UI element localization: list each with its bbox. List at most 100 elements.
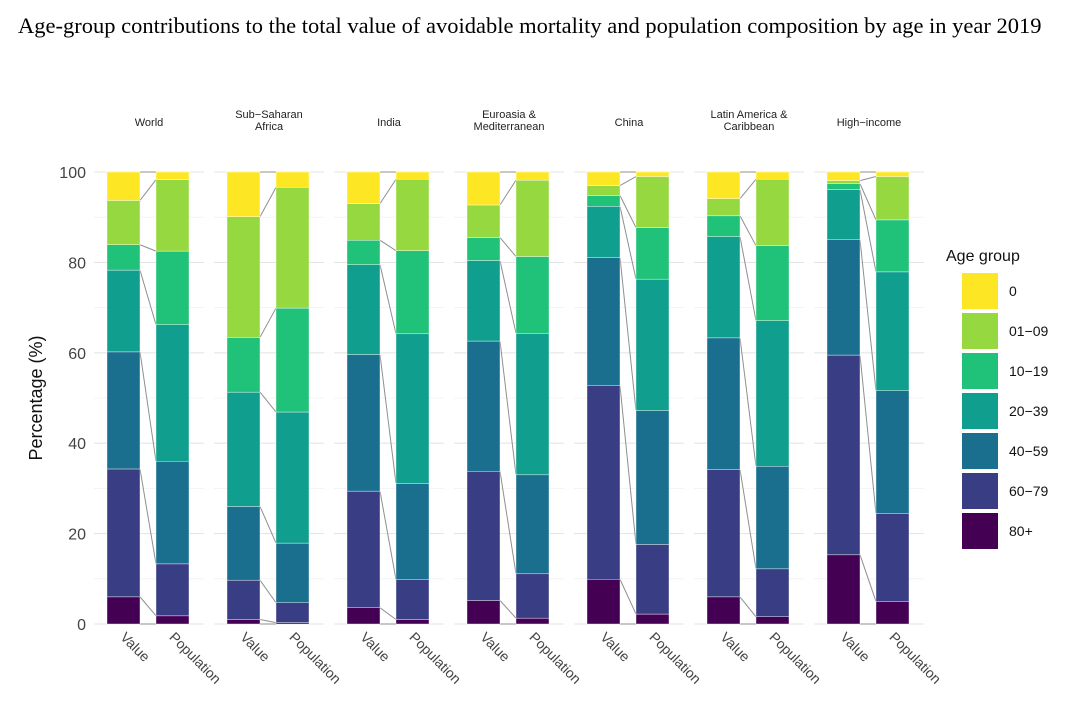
bar-segment-0 <box>826 171 861 181</box>
bar-segment-20−39 <box>395 333 430 484</box>
facet-label: India <box>377 117 402 129</box>
bar-segment-20−39 <box>875 271 910 391</box>
connector-line <box>739 178 757 199</box>
bar-segment-20−39 <box>586 206 621 258</box>
bar-segment-0 <box>755 171 790 180</box>
bar-segment-01−09 <box>515 179 550 257</box>
x-tick-label: Population <box>286 629 344 687</box>
bar-segment-10−19 <box>755 245 790 321</box>
facet-label: World <box>135 117 164 129</box>
y-tick-label: 60 <box>68 346 86 363</box>
bar-segment-80+ <box>706 596 741 625</box>
bar-segment-20−39 <box>826 189 861 241</box>
connector-line <box>619 257 637 411</box>
bar-segment-20−39 <box>635 278 670 411</box>
x-tick-label: Value <box>117 629 153 665</box>
bar-segment-80+ <box>106 596 141 625</box>
legend-swatch <box>962 513 998 549</box>
bar-segment-0 <box>706 171 741 199</box>
connector-line <box>259 506 277 544</box>
bar-segment-60−79 <box>515 573 550 619</box>
connector-line <box>379 607 397 620</box>
bar-segment-60−79 <box>466 471 501 601</box>
bar-segment-60−79 <box>395 579 430 620</box>
connector-line <box>499 600 517 619</box>
legend-label: 80+ <box>1009 523 1033 539</box>
bar-segment-01−09 <box>706 198 741 217</box>
x-tick-label: Value <box>477 629 513 665</box>
connector-line <box>859 554 877 602</box>
legend-title: Age group <box>946 248 1020 265</box>
connector-line <box>499 471 517 574</box>
bar-segment-40−59 <box>515 474 550 575</box>
bar-segment-80+ <box>586 579 621 625</box>
x-tick-label: Value <box>597 629 633 665</box>
facet-label: Euroasia & Mediterranean <box>474 109 545 133</box>
bar-segment-20−39 <box>755 320 790 467</box>
bar-segment-40−59 <box>155 461 190 565</box>
facet-label: Latin America & Caribbean <box>710 109 788 133</box>
bar-segment-60−79 <box>875 513 910 602</box>
bar-segment-40−59 <box>755 466 790 570</box>
bar-segment-80+ <box>346 607 381 625</box>
bar-segment-01−09 <box>635 176 670 228</box>
connector-line <box>859 176 877 182</box>
x-tick-label: Population <box>406 629 464 687</box>
bar-segment-10−19 <box>106 244 141 271</box>
bar-segment-20−39 <box>515 333 550 476</box>
connector-line <box>139 468 157 564</box>
legend-label: 60−79 <box>1009 483 1049 499</box>
bar-segment-40−59 <box>586 257 621 386</box>
y-tick-label: 40 <box>68 436 86 453</box>
bar-segment-80+ <box>755 616 790 625</box>
bar-segment-0 <box>466 171 501 206</box>
connector-line <box>379 264 397 334</box>
bar-segment-20−39 <box>346 264 381 355</box>
bar-segment-01−09 <box>226 216 261 338</box>
bar-segment-80+ <box>466 600 501 625</box>
connector-line <box>379 354 397 484</box>
legend: Age group 0 01−09 10−19 20−39 40−59 60−79 80+ <box>946 248 1049 549</box>
x-tick-label: Population <box>166 629 224 687</box>
bar-segment-01−09 <box>106 200 141 245</box>
connector-line <box>139 269 157 325</box>
bar-segment-10−19 <box>515 256 550 334</box>
bar-segment-20−39 <box>275 411 310 544</box>
legend-swatch <box>962 313 998 349</box>
connector-line <box>379 178 397 204</box>
bar-segment-40−59 <box>106 351 141 470</box>
bar-segment-10−19 <box>226 337 261 393</box>
connector-line <box>499 340 517 475</box>
x-tick-label: Value <box>237 629 273 665</box>
legend-label: 01−09 <box>1009 323 1049 339</box>
bar-segment-0 <box>875 171 910 177</box>
connector-line <box>859 189 877 272</box>
bar-segment-60−79 <box>586 385 621 580</box>
x-tick-label: Population <box>766 629 824 687</box>
x-tick-label: Population <box>646 629 704 687</box>
legend-swatch <box>962 273 998 309</box>
bar-segment-80+ <box>395 619 430 625</box>
connector-line <box>619 206 637 280</box>
bar-segment-0 <box>395 171 430 180</box>
bar-segment-10−19 <box>466 237 501 261</box>
bar-segment-01−09 <box>826 180 861 184</box>
bar-segment-60−79 <box>706 469 741 598</box>
legend-swatch <box>962 473 998 509</box>
connector-line <box>739 596 757 618</box>
x-tick-label: Population <box>526 629 584 687</box>
connector-line <box>619 385 637 545</box>
bar-segment-0 <box>226 171 261 217</box>
connector-line <box>499 237 517 257</box>
connector-line <box>259 579 277 604</box>
connector-line <box>139 244 157 252</box>
facet-label: High−income <box>837 117 902 129</box>
y-tick-label: 20 <box>68 527 86 544</box>
bar-segment-80+ <box>875 601 910 625</box>
bar-segment-60−79 <box>155 563 190 617</box>
bar-segment-60−79 <box>755 568 790 617</box>
legend-swatch <box>962 353 998 389</box>
connector-line <box>139 351 157 462</box>
connector-lines <box>139 171 877 625</box>
x-tick-label: Value <box>717 629 753 665</box>
